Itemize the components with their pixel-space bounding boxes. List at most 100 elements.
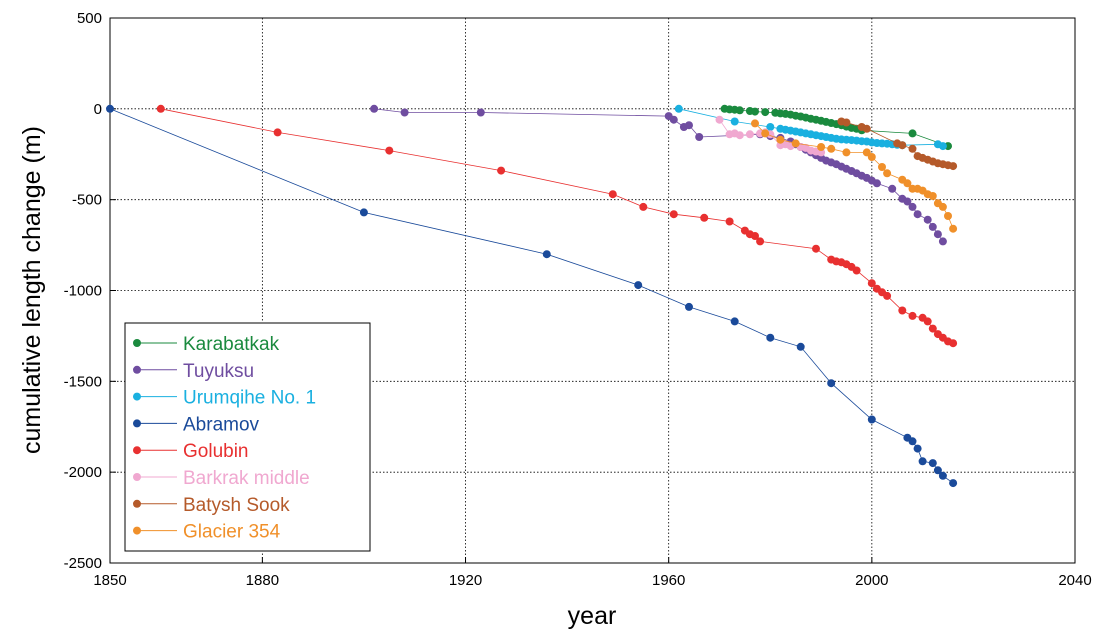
legend-swatch-marker bbox=[133, 392, 141, 401]
legend-item-abramov: Abramov bbox=[133, 414, 260, 435]
data-point-barkrak-middle bbox=[735, 131, 744, 140]
y-tick-label: 500 bbox=[77, 10, 102, 27]
y-tick-label: -1000 bbox=[64, 283, 102, 300]
data-point-golubin bbox=[156, 104, 165, 113]
data-point-glacier-354 bbox=[842, 148, 851, 157]
data-point-golubin bbox=[497, 166, 506, 175]
data-point-glacier-354 bbox=[928, 192, 937, 200]
data-point-golubin bbox=[852, 266, 861, 275]
data-point-golubin bbox=[923, 317, 932, 326]
data-point-glacier-354 bbox=[751, 119, 759, 128]
data-point-abramov bbox=[685, 302, 693, 311]
legend-item-batysh-sook: Batysh Sook bbox=[133, 495, 290, 516]
legend: Karabatkak Tuyuksu Urumqihe No. 1 Abramov Go… bbox=[124, 322, 371, 552]
series-golubin bbox=[156, 104, 958, 348]
series-batysh-sook bbox=[837, 117, 958, 171]
data-point-golubin bbox=[273, 128, 282, 137]
legend-label: Urumqihe No. 1 bbox=[183, 388, 316, 409]
legend-label: Batysh Sook bbox=[183, 495, 290, 516]
data-point-golubin bbox=[700, 213, 709, 222]
data-point-karabatkak bbox=[751, 107, 759, 116]
data-point-barkrak-middle bbox=[745, 130, 754, 139]
data-point-glacier-354 bbox=[867, 153, 876, 161]
data-point-tuyuksu bbox=[476, 108, 485, 117]
data-point-abramov bbox=[918, 457, 927, 466]
data-point-tuyuksu bbox=[370, 104, 379, 113]
legend-swatch-marker bbox=[133, 365, 141, 374]
data-point-urumqihe-no-1 bbox=[938, 142, 947, 151]
data-point-tuyuksu bbox=[923, 215, 932, 224]
axis-ticks: 1850 1880 1920 1960 2000 2040 500 0 -500 -1000 -15… bbox=[64, 10, 1092, 589]
data-point-abramov bbox=[827, 379, 836, 388]
x-tick-label: 1850 bbox=[93, 572, 126, 589]
data-point-golubin bbox=[751, 232, 759, 240]
data-point-batysh-sook bbox=[898, 141, 907, 150]
data-point-golubin bbox=[639, 202, 648, 211]
legend-item-urumqihe-no-1: Urumqihe No. 1 bbox=[133, 388, 316, 409]
legend-item-golubin: Golubin bbox=[133, 441, 249, 462]
data-point-abramov bbox=[913, 444, 922, 453]
data-point-abramov bbox=[766, 333, 775, 342]
legend-item-glacier-354: Glacier 354 bbox=[133, 522, 281, 543]
data-point-batysh-sook bbox=[842, 118, 851, 127]
data-point-abramov bbox=[359, 208, 368, 217]
series-urumqihe-no-1 bbox=[674, 104, 947, 151]
x-tick-label: 1920 bbox=[449, 572, 482, 589]
legend-label: Tuyuksu bbox=[183, 361, 254, 382]
x-tick-label: 2000 bbox=[855, 572, 888, 589]
legend-label: Glacier 354 bbox=[183, 522, 281, 543]
legend-item-karabatkak: Karabatkak bbox=[133, 334, 280, 355]
data-point-barkrak-middle bbox=[715, 115, 724, 124]
legend-swatch-marker bbox=[133, 446, 141, 455]
data-point-abramov bbox=[634, 281, 643, 290]
data-point-urumqihe-no-1 bbox=[674, 104, 683, 113]
data-point-golubin bbox=[756, 237, 765, 246]
data-point-golubin bbox=[385, 146, 394, 155]
data-point-tuyuksu bbox=[669, 115, 678, 124]
legend-item-barkrak-middle: Barkrak middle bbox=[133, 468, 310, 489]
legend-swatch-marker bbox=[133, 419, 141, 428]
data-point-glacier-354 bbox=[827, 144, 836, 153]
data-point-glacier-354 bbox=[944, 212, 952, 220]
data-point-glacier-354 bbox=[949, 224, 958, 233]
legend-swatch-marker bbox=[133, 339, 141, 347]
legend-label: Abramov bbox=[183, 414, 260, 435]
data-point-tuyuksu bbox=[938, 237, 947, 246]
legend-swatch-marker bbox=[133, 526, 141, 535]
x-tick-label: 2040 bbox=[1058, 572, 1091, 589]
data-point-batysh-sook bbox=[862, 124, 871, 133]
legend-label: Golubin bbox=[183, 441, 249, 462]
data-point-tuyuksu bbox=[913, 210, 922, 219]
data-point-glacier-354 bbox=[817, 143, 826, 151]
data-point-golubin bbox=[949, 339, 958, 348]
data-point-glacier-354 bbox=[791, 139, 800, 148]
data-point-karabatkak bbox=[735, 106, 744, 115]
data-point-abramov bbox=[106, 104, 114, 113]
data-point-abramov bbox=[542, 250, 551, 259]
legend-label: Karabatkak bbox=[183, 334, 280, 355]
data-point-tuyuksu bbox=[928, 222, 937, 231]
data-point-golubin bbox=[928, 324, 937, 333]
data-point-abramov bbox=[949, 479, 958, 488]
data-point-abramov bbox=[908, 437, 917, 446]
data-point-glacier-354 bbox=[938, 202, 947, 211]
legend-swatch-marker bbox=[133, 499, 141, 508]
series-glacier-354 bbox=[751, 119, 958, 233]
data-point-glacier-354 bbox=[761, 129, 770, 138]
series-abramov bbox=[106, 104, 958, 488]
data-point-tuyuksu bbox=[888, 184, 897, 193]
data-point-golubin bbox=[812, 244, 820, 253]
series-tuyuksu bbox=[370, 104, 947, 246]
data-point-golubin bbox=[725, 217, 734, 226]
data-point-golubin bbox=[908, 311, 917, 320]
y-tick-label: -2000 bbox=[64, 464, 102, 481]
data-point-glacier-354 bbox=[903, 179, 912, 188]
data-point-urumqihe-no-1 bbox=[766, 123, 775, 131]
data-point-abramov bbox=[796, 342, 805, 351]
data-point-tuyuksu bbox=[695, 133, 704, 141]
data-point-abramov bbox=[933, 466, 942, 475]
data-point-golubin bbox=[898, 306, 907, 315]
y-axis-title: cumulative length change (m) bbox=[18, 126, 46, 454]
data-point-glacier-354 bbox=[776, 135, 785, 144]
